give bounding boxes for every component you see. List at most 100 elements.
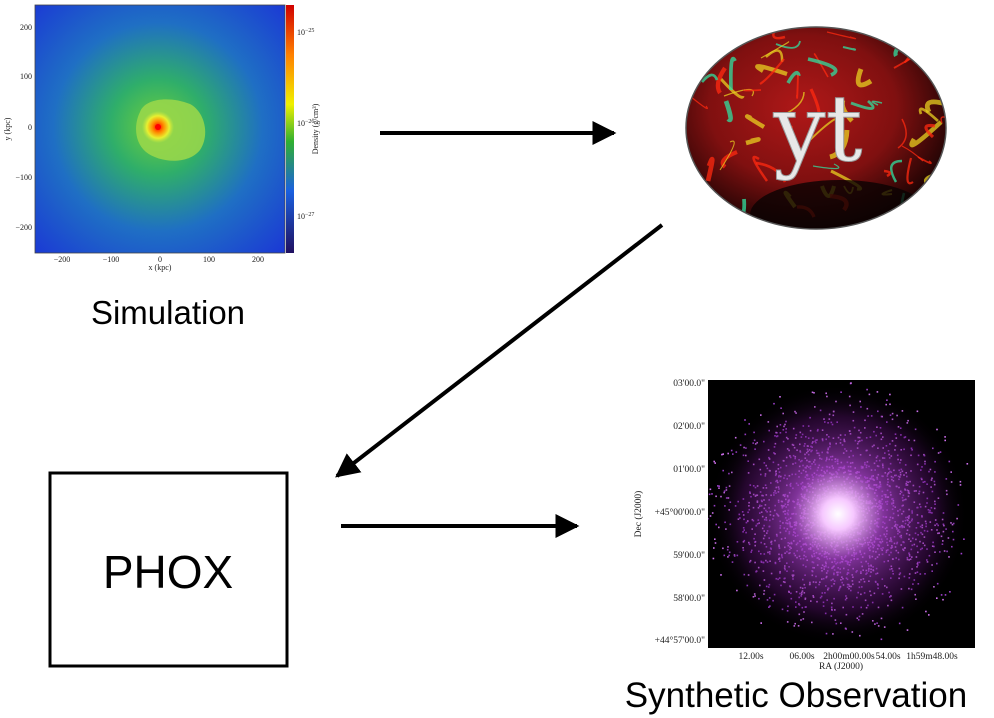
filament xyxy=(809,88,821,120)
filament xyxy=(689,27,725,35)
observation-glow xyxy=(708,380,975,648)
filament xyxy=(909,120,943,148)
filament xyxy=(719,140,735,171)
x-tick-label: −100 xyxy=(103,255,120,264)
filament xyxy=(807,57,838,77)
filament xyxy=(743,89,762,92)
filament xyxy=(786,71,801,84)
filament xyxy=(760,41,790,59)
y-tick-label: 59'00.0" xyxy=(673,551,705,561)
filament xyxy=(938,194,946,225)
yt-logo: yt xyxy=(685,26,947,230)
observation-label: Synthetic Observation xyxy=(625,676,967,715)
filament xyxy=(850,99,875,110)
y-tick-label: 200 xyxy=(20,23,32,32)
filament xyxy=(700,73,719,83)
x-tick-label: 06.00s xyxy=(789,652,814,662)
filament xyxy=(759,58,785,85)
filament xyxy=(925,99,946,114)
yt-ellipse xyxy=(686,27,946,229)
photon xyxy=(702,489,704,491)
filament xyxy=(812,163,840,170)
filament xyxy=(806,118,836,144)
filament xyxy=(708,216,722,225)
dark-region xyxy=(750,180,930,229)
filament xyxy=(745,114,766,129)
filament xyxy=(813,53,829,78)
filament xyxy=(918,107,939,122)
y-axis-label: y (kpc) xyxy=(3,117,12,140)
filament xyxy=(906,157,914,185)
colorbar-tick-label: 10−27 xyxy=(297,212,314,221)
filament xyxy=(903,222,929,229)
y-tick-label: +45°00'00.0" xyxy=(655,507,705,518)
y-tick-label: 03'00.0" xyxy=(673,379,705,389)
x-tick-label: 2h00m00.00s xyxy=(823,652,875,662)
filament xyxy=(755,161,787,183)
y-tick-label: 100 xyxy=(20,72,32,81)
x-tick-label: 0 xyxy=(158,255,162,264)
filament xyxy=(705,156,715,182)
phox-label: PHOX xyxy=(103,546,233,598)
colorbar-tick-label: 10−25 xyxy=(297,28,314,37)
filament xyxy=(897,118,907,149)
filament xyxy=(924,123,936,139)
y-tick-label: 01'00.0" xyxy=(673,465,705,475)
yt-outline xyxy=(685,26,947,230)
filament xyxy=(842,45,857,51)
plot-frame xyxy=(34,4,286,254)
y-tick-label: −200 xyxy=(15,223,32,232)
y-axis-label: Dec (J2000) xyxy=(633,491,644,538)
y-tick-label: 58'00.0" xyxy=(673,594,705,604)
x-tick-label: 12.00s xyxy=(738,652,763,662)
yt-label: yt xyxy=(773,75,863,182)
filament xyxy=(765,49,784,63)
filament xyxy=(901,145,924,162)
filament xyxy=(789,125,799,150)
filament xyxy=(855,68,873,88)
filament xyxy=(775,40,801,49)
filament xyxy=(871,100,883,106)
filament xyxy=(796,74,799,99)
filament xyxy=(883,169,892,178)
colorbar xyxy=(286,5,294,253)
colorbar-label: Density (g/cm³) xyxy=(311,103,320,154)
y-tick-label: 0 xyxy=(28,123,32,132)
filament xyxy=(697,46,723,58)
density-peak xyxy=(155,124,161,130)
filament xyxy=(752,155,769,182)
x-tick-label: 100 xyxy=(203,255,215,264)
x-tick-label: 200 xyxy=(252,255,264,264)
y-tick-label: −100 xyxy=(15,173,32,182)
filament xyxy=(687,64,695,87)
x-tick-label: 1h59m48.00s xyxy=(906,652,958,662)
filament xyxy=(826,31,856,40)
y-tick-label: +44°57'00.0" xyxy=(655,635,705,646)
observation-ticks: 03'00.0" 02'00.0" 01'00.0" +45°00'00.0" 59'0… xyxy=(655,379,958,662)
observation-plot: RA (J2000) Dec (J2000) 03'00.0"02'00.0"0… xyxy=(633,379,975,672)
phox-box xyxy=(48,471,289,668)
simulation-ticks: −200 −100 0 100 200 200 100 0 −100 −200 10−25 10−26… xyxy=(15,23,314,264)
arrow xyxy=(335,223,664,478)
filament xyxy=(695,33,724,58)
colorbar-tick-label: 10−26 xyxy=(297,119,314,128)
filament xyxy=(723,88,754,97)
filament xyxy=(745,137,761,146)
simulation-label: Simulation xyxy=(91,294,245,331)
x-axis-label: x (kpc) xyxy=(149,263,172,272)
y-tick-label: 02'00.0" xyxy=(673,422,705,432)
filament xyxy=(780,91,805,117)
simulation-plot: x (kpc) y (kpc) Density (g/cm³) −200 −100… xyxy=(3,4,320,272)
filament xyxy=(840,99,854,123)
filament xyxy=(728,56,737,91)
filament xyxy=(720,150,738,169)
filament xyxy=(889,159,903,183)
x-axis-label: RA (J2000) xyxy=(819,661,863,672)
filament xyxy=(901,225,911,229)
filament xyxy=(715,66,727,95)
filament xyxy=(719,77,745,99)
filament xyxy=(940,38,946,66)
filament xyxy=(829,129,850,160)
x-tick-label: −200 xyxy=(54,255,71,264)
